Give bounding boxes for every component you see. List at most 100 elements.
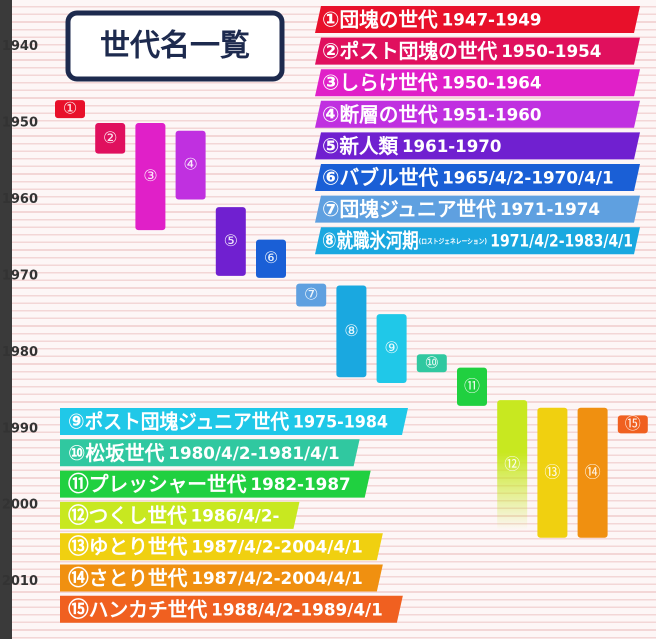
legend-item: ⑤新人類 1961-1970	[315, 132, 640, 160]
bar	[376, 314, 407, 383]
legend-item: ③しらけ世代 1950-1964	[315, 69, 640, 97]
legend-item: ⑬ゆとり世代 1987/4/2-2004/4/1	[60, 533, 383, 561]
legend-item: ⑫つくし世代 1986/4/2-	[60, 501, 300, 529]
y-tick-label: 1980	[2, 345, 38, 360]
legend-number: ⑦	[322, 197, 340, 221]
legend-text: ⑩松坂世代 1980/4/2-1981/4/1	[68, 440, 340, 465]
bar-number: ⑮	[625, 414, 641, 433]
legend-period: 1961-1970	[402, 137, 502, 157]
legend-text: ③しらけ世代 1950-1964	[322, 70, 542, 95]
bar	[55, 100, 85, 119]
bar-number: ⑤	[224, 231, 238, 250]
legend-name: プレッシャー世代	[89, 472, 247, 496]
legend-number: ⑧	[322, 229, 337, 253]
bar-number: ⑧	[344, 321, 358, 340]
legend-text: ②ポスト団塊の世代1950-1954	[322, 39, 602, 64]
legend-number: ⑤	[322, 134, 339, 158]
y-tick-label: 1950	[2, 116, 38, 131]
legend-item: ⑨ポスト団塊ジュニア世代1975-1984	[60, 408, 408, 435]
legend-period: 1988/4/2-1989/4/1	[211, 600, 383, 620]
bar	[577, 407, 608, 538]
legend-name: ゆとり世代	[89, 534, 188, 558]
legend-text: ⑧就職氷河期(ロストジェネレーション)1971/4/2-1983/4/1	[322, 228, 633, 253]
y-tick-label: 2010	[2, 574, 38, 589]
legend-number: ③	[322, 71, 339, 95]
legend-name: 新人類	[339, 133, 399, 157]
legend-period: 1971/4/2-1983/4/1	[490, 232, 633, 252]
legend-name: さとり世代	[89, 566, 188, 590]
bar-number: ⑨	[384, 338, 398, 357]
legend-box	[315, 6, 640, 33]
legend-period: 1980/4/2-1981/4/1	[168, 444, 339, 464]
legend-text: ⑫つくし世代 1986/4/2-	[68, 503, 279, 528]
legend-name: 団塊ジュニア世代	[340, 197, 496, 221]
legend-item: ⑦団塊ジュニア世代1971-1974	[315, 195, 640, 223]
legend-item: ⑩松坂世代 1980/4/2-1981/4/1	[60, 439, 360, 467]
bar-number: ⑥	[264, 248, 278, 267]
legend-period: 1982-1987	[250, 475, 350, 495]
legend-box	[315, 69, 640, 97]
bar	[416, 354, 447, 373]
legend-text: ④断層の世代 1951-1960	[322, 102, 542, 127]
legend-period: 1975-1984	[293, 413, 388, 433]
bar-number: ③	[143, 166, 157, 185]
legend-period: 1987/4/2-2004/4/1	[191, 569, 363, 589]
legend-name: しらけ世代	[339, 70, 437, 94]
legend-box	[315, 132, 640, 160]
legend-period: 1987/4/2-2004/4/1	[191, 538, 363, 558]
legend-box	[60, 408, 408, 435]
legend-number: ⑭	[68, 566, 89, 590]
legend-name: ポスト団塊ジュニア世代	[85, 409, 290, 433]
legend-name: バブル世代	[340, 165, 439, 189]
legend-name: 団塊の世代	[339, 7, 437, 31]
legend-name: つくし世代	[89, 503, 187, 527]
legend-box	[315, 164, 640, 191]
bar	[256, 239, 286, 278]
y-tick-label: 2000	[2, 498, 38, 513]
legend-box	[315, 37, 640, 65]
legend-text: ⑬ゆとり世代 1987/4/2-2004/4/1	[68, 534, 363, 559]
left-strip	[0, 0, 12, 639]
legend-period: 1950-1954	[501, 42, 601, 62]
bar	[296, 283, 327, 307]
legend-box	[315, 195, 640, 223]
bar	[457, 367, 487, 406]
legend-box	[315, 227, 640, 255]
y-tick-label: 1970	[2, 268, 38, 283]
bar-number: ⑭	[585, 462, 601, 481]
bar-number: ④	[183, 155, 197, 174]
legend-item: ⑧就職氷河期(ロストジェネレーション)1971/4/2-1983/4/1	[315, 227, 640, 255]
legend-period: 1947-1949	[442, 11, 542, 31]
legend-period: 1951-1960	[442, 105, 542, 125]
legend-text: ⑨ポスト団塊ジュニア世代1975-1984	[68, 409, 388, 434]
legend-text: ①団塊の世代 1947-1949	[322, 7, 541, 32]
bar	[497, 400, 528, 531]
legend-number: ⑨	[68, 410, 85, 434]
bar-number: ②	[103, 128, 117, 147]
legend-box	[60, 470, 371, 498]
legend-item: ⑪プレッシャー世代 1982-1987	[60, 470, 371, 498]
legend-item: ⑭さとり世代 1987/4/2-2004/4/1	[60, 564, 383, 592]
legend-name: 松坂世代	[86, 440, 165, 464]
title-box	[65, 10, 285, 82]
legend-number: ⑪	[68, 472, 89, 496]
bar-number: ⑦	[304, 285, 318, 304]
legend-name: 断層の世代	[339, 102, 437, 126]
legend-item: ①団塊の世代 1947-1949	[315, 6, 640, 33]
legend-box	[60, 564, 383, 592]
legend-number: ①	[322, 8, 339, 32]
legend-number: ⑫	[68, 503, 89, 527]
legend-box	[60, 595, 403, 623]
legend-item: ⑮ハンカチ世代 1988/4/2-1989/4/1	[60, 595, 403, 623]
bar-number: ⑫	[504, 455, 520, 474]
y-tick-label: 1960	[2, 192, 38, 207]
bar	[336, 285, 367, 378]
legend-text: ⑤新人類 1961-1970	[322, 133, 502, 158]
legend-name: ポスト団塊の世代	[340, 39, 498, 63]
legend-text: ⑮ハンカチ世代 1988/4/2-1989/4/1	[68, 597, 383, 622]
legend-number: ⑮	[68, 597, 89, 621]
bar	[95, 123, 126, 154]
legend-text: ⑪プレッシャー世代 1982-1987	[68, 472, 351, 497]
